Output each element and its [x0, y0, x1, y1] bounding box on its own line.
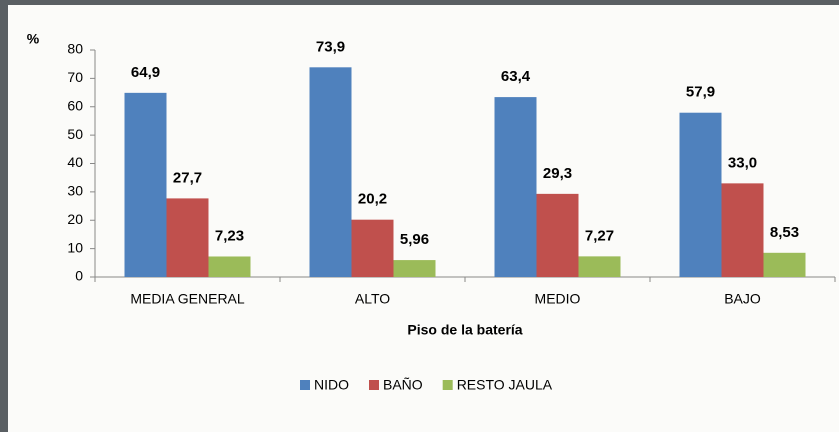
legend-swatch [369, 380, 379, 390]
bar [536, 193, 579, 277]
data-label: 73,9 [316, 38, 345, 55]
y-tick-label: 30 [67, 183, 83, 199]
bar [679, 112, 722, 278]
legend-label: RESTO JAULA [457, 377, 553, 393]
bar [721, 183, 764, 277]
y-tick-label: 40 [67, 154, 83, 170]
y-tick-label: 80 [67, 41, 83, 57]
y-tick-label: 50 [67, 126, 83, 142]
bar [351, 219, 394, 277]
bar [393, 260, 436, 277]
data-label: 7,27 [585, 227, 614, 244]
legend-label: BAÑO [383, 377, 423, 393]
y-tick-label: 0 [75, 268, 83, 284]
data-label: 7,23 [215, 227, 244, 244]
x-tick-label: MEDIA GENERAL [130, 291, 245, 307]
y-tick-label: 20 [67, 211, 83, 227]
data-label: 29,3 [543, 165, 572, 182]
legend-swatch [300, 380, 310, 390]
bar [309, 67, 352, 277]
x-axis-label: Piso de la batería [407, 322, 522, 338]
data-label: 57,9 [686, 84, 715, 101]
bar [208, 256, 251, 277]
y-tick-label: 60 [67, 97, 83, 113]
data-label: 5,96 [400, 231, 429, 248]
data-label: 33,0 [728, 154, 757, 171]
data-label: 27,7 [173, 169, 202, 186]
y-tick-label: 70 [67, 69, 83, 85]
x-tick-label: BAJO [724, 291, 761, 307]
bar [124, 92, 167, 277]
bar [578, 256, 621, 277]
legend-label: NIDO [314, 377, 349, 393]
x-tick-label: MEDIO [535, 291, 581, 307]
data-label: 64,9 [131, 64, 160, 81]
x-tick-label: ALTO [355, 291, 390, 307]
y-axis-label: % [27, 31, 40, 47]
data-label: 20,2 [358, 191, 387, 208]
legend-swatch [442, 380, 453, 390]
bar [494, 97, 537, 277]
data-label: 8,53 [770, 224, 799, 241]
y-tick-label: 10 [67, 239, 83, 255]
bar [166, 198, 209, 277]
data-label: 63,4 [501, 68, 531, 85]
bar [763, 252, 806, 277]
